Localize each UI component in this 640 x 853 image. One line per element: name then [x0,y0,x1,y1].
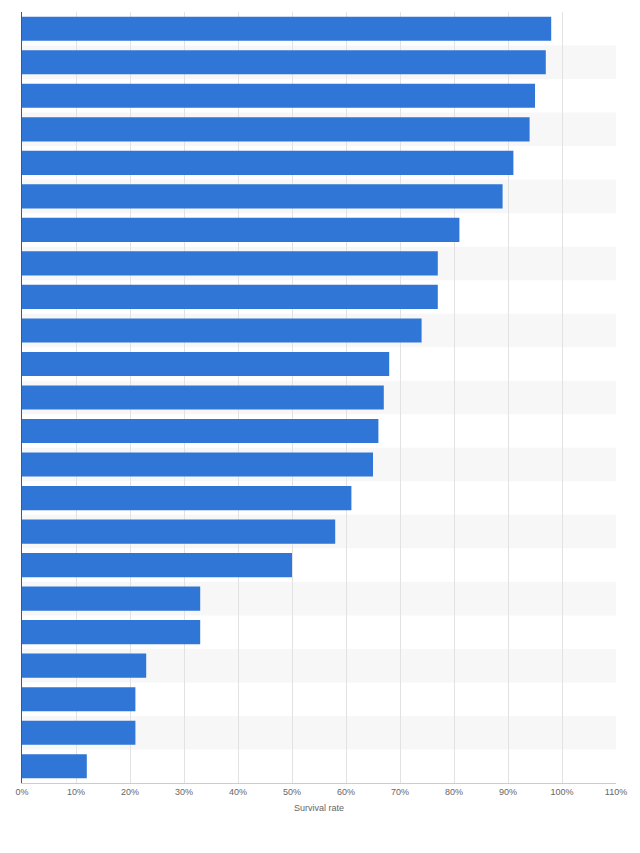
svg-text:110%: 110% [605,787,627,797]
svg-text:10%: 10% [67,787,85,797]
svg-text:100%: 100% [550,787,573,797]
svg-text:40%: 40% [229,787,247,797]
svg-text:30%: 30% [175,787,193,797]
svg-text:70%: 70% [391,787,409,797]
svg-text:Survival rate: Survival rate [294,803,344,813]
svg-text:20%: 20% [121,787,139,797]
svg-text:50%: 50% [283,787,301,797]
svg-text:80%: 80% [445,787,463,797]
svg-text:0%: 0% [15,787,28,797]
svg-text:60%: 60% [337,787,355,797]
svg-text:90%: 90% [499,787,517,797]
